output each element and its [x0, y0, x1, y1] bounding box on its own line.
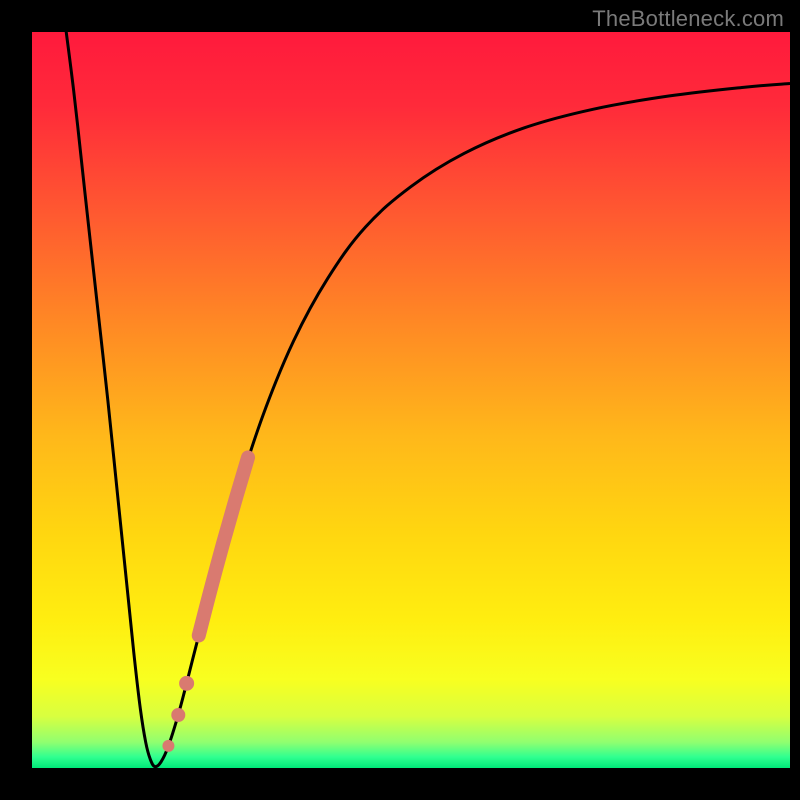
highlight-dot: [179, 676, 194, 691]
chart-svg: [32, 32, 790, 768]
highlight-segment: [199, 457, 248, 635]
highlight-dot: [162, 740, 174, 752]
watermark-text: TheBottleneck.com: [592, 6, 784, 32]
bottleneck-curve: [62, 32, 790, 767]
plot-area: [32, 32, 790, 768]
chart-container: { "watermark": "TheBottleneck.com", "can…: [0, 0, 800, 800]
highlight-dot: [171, 708, 185, 722]
